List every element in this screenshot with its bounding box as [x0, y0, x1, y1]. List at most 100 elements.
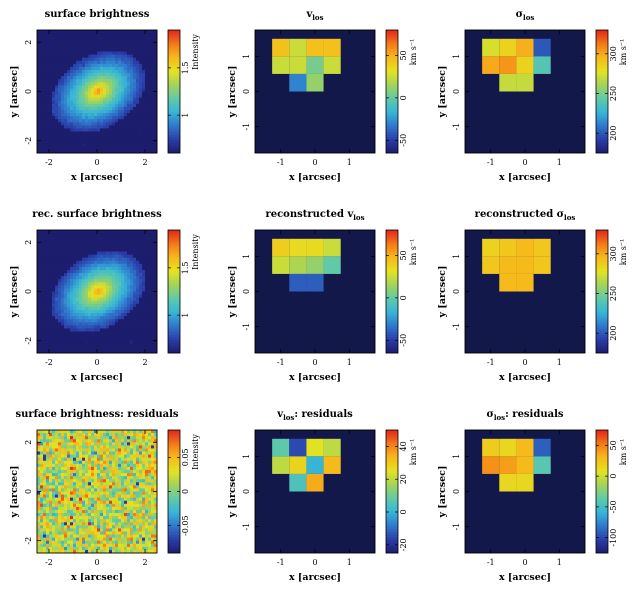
- image-cell: [88, 51, 92, 56]
- image-cell: [70, 488, 74, 492]
- image-cell: [145, 103, 149, 108]
- image-cell: [97, 242, 101, 246]
- image-cell: [43, 119, 47, 123]
- image-cell: [61, 525, 65, 529]
- image-cell: [49, 343, 53, 348]
- image-cell: [82, 51, 86, 56]
- colorbar-segment: [168, 344, 180, 348]
- image-cell: [151, 137, 155, 142]
- colorbar-segment: [168, 346, 180, 350]
- image-cell: [97, 36, 101, 40]
- image-cell: [88, 469, 92, 474]
- image-cell: [61, 103, 65, 108]
- image-cell: [61, 313, 65, 317]
- image-cell: [106, 319, 110, 323]
- image-cell: [76, 303, 80, 308]
- image-cell: [40, 469, 44, 474]
- colorbar-segment: [596, 40, 608, 43]
- image-cell: [118, 36, 122, 40]
- image-cell: [43, 303, 47, 308]
- colorbar-segment: [386, 242, 398, 245]
- image-cell: [127, 291, 131, 295]
- image-cell: [100, 263, 104, 268]
- image-cell: [100, 331, 104, 335]
- image-cell: [70, 282, 74, 286]
- image-cell: [70, 94, 74, 99]
- image-cell: [79, 248, 83, 252]
- colorbar-segment: [168, 320, 180, 323]
- image-cell: [58, 36, 62, 40]
- image-cell: [85, 473, 89, 477]
- image-cell: [82, 273, 86, 277]
- image-cell: [112, 94, 116, 99]
- image-cell: [100, 39, 104, 43]
- image-cell: [91, 134, 95, 139]
- image-cell: [91, 509, 95, 514]
- image-cell: [46, 137, 50, 142]
- image-cell: [121, 140, 125, 145]
- y-tick-label: 2: [24, 240, 33, 245]
- image-cell: [121, 482, 125, 486]
- image-cell: [40, 79, 44, 83]
- image-cell: [79, 291, 83, 295]
- image-cell: [106, 146, 110, 151]
- image-cell: [52, 143, 56, 148]
- image-cell: [148, 306, 152, 311]
- image-cell: [43, 491, 47, 495]
- image-cell: [100, 94, 104, 99]
- image-cell: [133, 131, 137, 135]
- image-cell: [97, 239, 101, 243]
- image-cell: [88, 476, 92, 480]
- image-cell: [97, 457, 101, 462]
- image-cell: [100, 516, 104, 520]
- image-cell: [64, 430, 68, 434]
- colorbar-segment: [168, 332, 180, 335]
- image-cell: [37, 463, 41, 468]
- image-cell: [79, 334, 83, 339]
- image-cell: [124, 45, 128, 49]
- image-cell: [52, 63, 56, 68]
- image-cell: [121, 346, 125, 351]
- image-cell: [97, 531, 101, 535]
- image-cell: [100, 69, 104, 74]
- image-cell: [64, 546, 68, 551]
- image-cell: [121, 334, 125, 339]
- image-cell: [70, 48, 74, 52]
- image-cell: [130, 48, 134, 52]
- image-cell: [118, 325, 122, 329]
- image-cell: [118, 482, 122, 486]
- image-cell: [154, 297, 158, 302]
- image-cell: [40, 297, 44, 302]
- image-cell: [139, 340, 143, 345]
- image-cell: [130, 294, 134, 299]
- image-cell: [70, 346, 74, 351]
- image-cell: [112, 88, 116, 92]
- image-cell: [115, 279, 119, 283]
- image-cell: [100, 260, 104, 265]
- image-cell: [148, 76, 152, 80]
- image-cell: [49, 69, 53, 74]
- colorbar-segment: [386, 136, 398, 139]
- image-cell: [37, 513, 41, 517]
- image-cell: [40, 263, 44, 268]
- image-cell: [136, 82, 140, 86]
- image-cell: [82, 103, 86, 108]
- image-cell: [73, 537, 77, 542]
- image-cell: [148, 149, 152, 154]
- image-cell: [136, 294, 140, 299]
- image-cell: [142, 340, 146, 345]
- image-cell: [109, 297, 113, 302]
- image-cell: [121, 325, 125, 329]
- image-cell: [73, 454, 77, 459]
- image-cell: [52, 328, 56, 332]
- image-cell: [73, 63, 77, 68]
- image-cell: [148, 276, 152, 280]
- colorbar-segment: [596, 38, 608, 41]
- image-cell: [103, 303, 107, 308]
- image-cell: [151, 134, 155, 139]
- image-cell: [55, 131, 59, 135]
- image-cell: [148, 146, 152, 151]
- image-cell: [52, 60, 56, 65]
- image-cell: [133, 94, 137, 99]
- image-cell: [61, 125, 65, 129]
